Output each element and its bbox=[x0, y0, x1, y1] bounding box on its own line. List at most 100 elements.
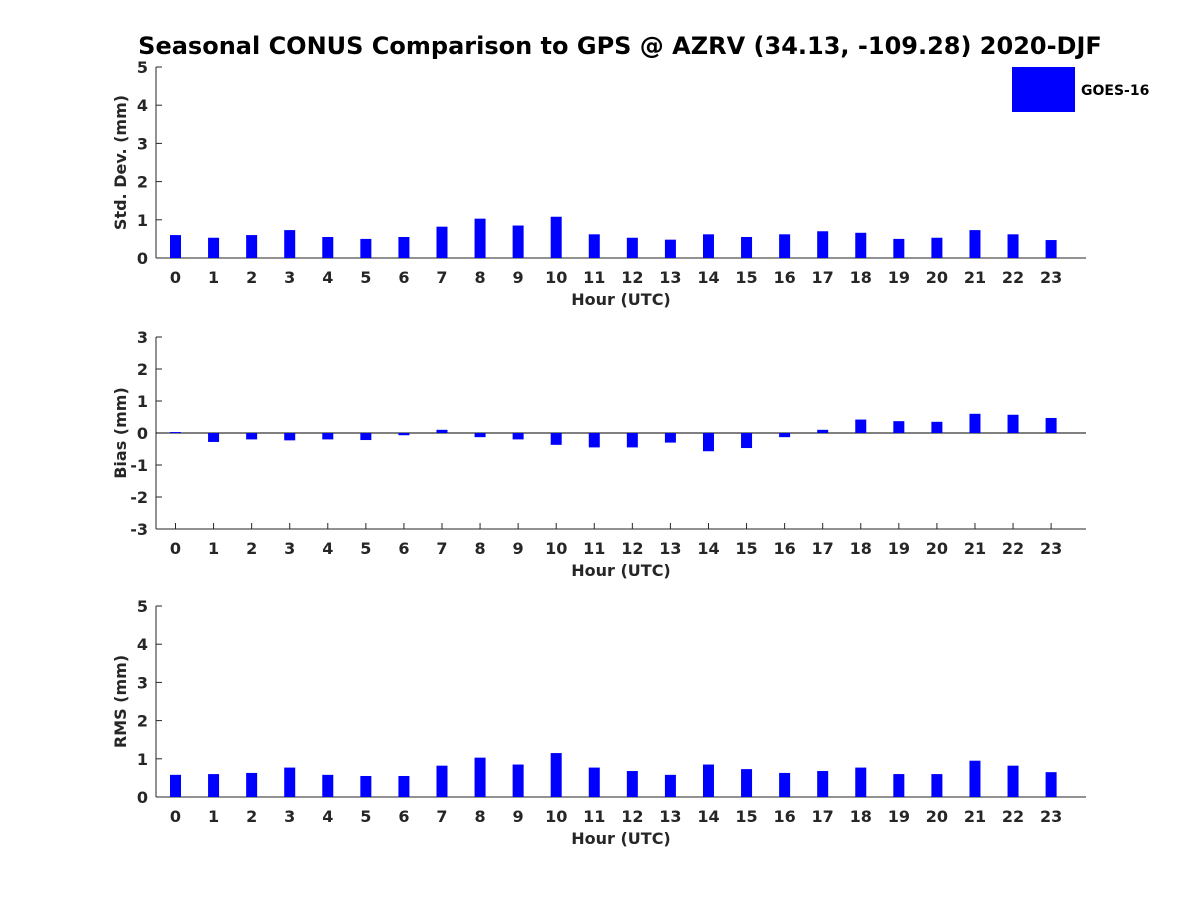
bias-x-tick-label: 8 bbox=[474, 539, 485, 558]
std-dev-x-tick-label: 22 bbox=[1002, 268, 1024, 287]
bias-y-tick-label: 0 bbox=[137, 424, 148, 443]
bias-bar bbox=[474, 433, 486, 438]
std-dev-x-tick-label: 13 bbox=[659, 268, 681, 287]
rms-x-tick-label: 22 bbox=[1002, 807, 1024, 826]
std-dev-bar bbox=[436, 226, 448, 258]
std-dev-x-tick-label: 1 bbox=[208, 268, 219, 287]
rms-x-tick-label: 5 bbox=[360, 807, 371, 826]
std-dev-bar bbox=[626, 237, 638, 258]
bias-x-tick-label: 17 bbox=[812, 539, 834, 558]
bias-y-tick-label: 1 bbox=[137, 392, 148, 411]
bias-y-tick-label: 3 bbox=[137, 328, 148, 347]
rms-x-tick-label: 17 bbox=[812, 807, 834, 826]
rms-x-tick-label: 2 bbox=[246, 807, 257, 826]
rms-bar bbox=[855, 767, 867, 797]
bias-x-tick-label: 18 bbox=[850, 539, 872, 558]
bias-x-tick-label: 14 bbox=[697, 539, 719, 558]
rms-y-tick-label: 3 bbox=[137, 673, 148, 692]
bias-bar bbox=[817, 429, 829, 433]
bias-bar bbox=[855, 419, 867, 433]
std-dev-bar bbox=[474, 218, 486, 258]
bias-x-tick-label: 15 bbox=[735, 539, 757, 558]
rms-x-tick-label: 1 bbox=[208, 807, 219, 826]
bias-y-tick-label: -3 bbox=[130, 520, 148, 539]
std-dev-y-tick-label: 4 bbox=[137, 96, 148, 115]
rms-bar bbox=[550, 753, 562, 797]
rms-x-tick-label: 12 bbox=[621, 807, 643, 826]
std-dev-bar bbox=[246, 235, 258, 258]
bias-bar bbox=[931, 421, 943, 433]
std-dev-x-tick-label: 6 bbox=[398, 268, 409, 287]
std-dev-y-label: Std. Dev. (mm) bbox=[111, 95, 130, 230]
std-dev-y-tick-label: 5 bbox=[137, 58, 148, 77]
rms-bar bbox=[702, 764, 714, 797]
bias-x-tick-label: 21 bbox=[964, 539, 986, 558]
rms-x-tick-label: 9 bbox=[513, 807, 524, 826]
rms-bar bbox=[1045, 772, 1057, 797]
bias-y-tick-label: -1 bbox=[130, 456, 148, 475]
rms-bar bbox=[1007, 765, 1019, 797]
bias-x-tick-label: 7 bbox=[436, 539, 447, 558]
std-dev-y-tick-label: 3 bbox=[137, 134, 148, 153]
bias-x-tick-label: 16 bbox=[773, 539, 795, 558]
bias-bar bbox=[969, 413, 981, 433]
rms-x-tick-label: 8 bbox=[474, 807, 485, 826]
std-dev-bar bbox=[779, 234, 791, 258]
std-dev-bar bbox=[398, 236, 410, 258]
bias-bar bbox=[893, 421, 905, 433]
std-dev-y-tick-label: 2 bbox=[137, 173, 148, 192]
std-dev-bar bbox=[931, 237, 943, 258]
std-dev-y-tick-label: 0 bbox=[137, 249, 148, 268]
rms-bar bbox=[893, 774, 905, 797]
std-dev-bar bbox=[969, 230, 981, 258]
rms-bar bbox=[931, 774, 943, 797]
std-dev-x-tick-label: 21 bbox=[964, 268, 986, 287]
std-dev-x-tick-label: 10 bbox=[545, 268, 567, 287]
std-dev-bar bbox=[817, 231, 829, 258]
rms-bar bbox=[588, 767, 600, 797]
std-dev-x-tick-label: 7 bbox=[436, 268, 447, 287]
rms-bar bbox=[626, 771, 638, 797]
std-dev-bar bbox=[284, 230, 296, 258]
bias-bar bbox=[398, 433, 410, 436]
rms-x-tick-label: 6 bbox=[398, 807, 409, 826]
bias-bar bbox=[1007, 414, 1019, 433]
std-dev-x-tick-label: 14 bbox=[697, 268, 719, 287]
bias-x-tick-label: 3 bbox=[284, 539, 295, 558]
std-dev-x-tick-label: 11 bbox=[583, 268, 605, 287]
bias-x-tick-label: 23 bbox=[1040, 539, 1062, 558]
std-dev-x-tick-label: 23 bbox=[1040, 268, 1062, 287]
rms-x-tick-label: 20 bbox=[926, 807, 948, 826]
std-dev-x-tick-label: 4 bbox=[322, 268, 333, 287]
bias-bar bbox=[550, 433, 562, 445]
bias-bar bbox=[702, 433, 714, 452]
rms-bar bbox=[474, 757, 486, 797]
rms-y-tick-label: 0 bbox=[137, 788, 148, 807]
bias-x-tick-label: 11 bbox=[583, 539, 605, 558]
rms-bar bbox=[360, 775, 372, 797]
rms-x-tick-label: 11 bbox=[583, 807, 605, 826]
bias-bar bbox=[1045, 417, 1057, 433]
rms-x-tick-label: 23 bbox=[1040, 807, 1062, 826]
std-dev-x-tick-label: 16 bbox=[773, 268, 795, 287]
rms-bar bbox=[779, 772, 791, 797]
std-dev-bar bbox=[550, 216, 562, 258]
rms-x-tick-label: 21 bbox=[964, 807, 986, 826]
rms-x-tick-label: 4 bbox=[322, 807, 333, 826]
std-dev-x-tick-label: 20 bbox=[926, 268, 948, 287]
std-dev-x-tick-label: 8 bbox=[474, 268, 485, 287]
rms-bar bbox=[512, 764, 524, 797]
std-dev-bar bbox=[322, 236, 334, 258]
rms-bar bbox=[398, 775, 410, 797]
std-dev-bar bbox=[893, 238, 905, 258]
rms-bar bbox=[436, 765, 448, 797]
bias-bar bbox=[170, 432, 181, 434]
rms-bar bbox=[284, 767, 296, 797]
bias-bar bbox=[512, 433, 524, 440]
bias-x-tick-label: 12 bbox=[621, 539, 643, 558]
std-dev-x-tick-label: 9 bbox=[513, 268, 524, 287]
rms-bar bbox=[208, 774, 220, 797]
bias-x-tick-label: 2 bbox=[246, 539, 257, 558]
